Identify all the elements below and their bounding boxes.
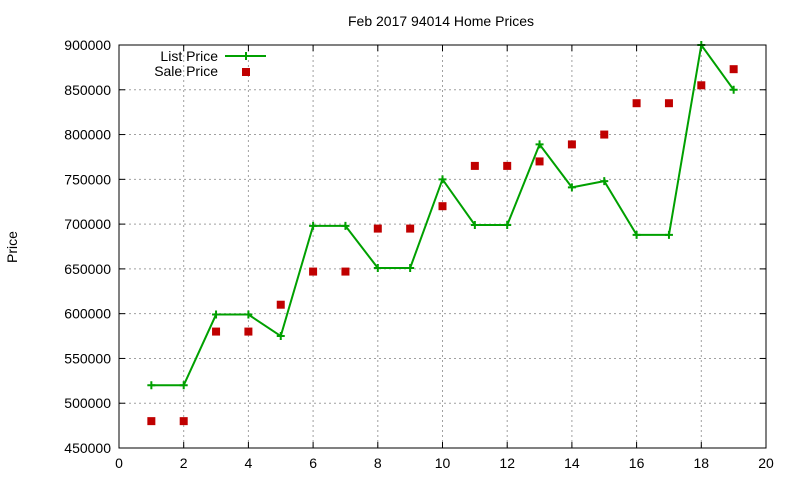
grid	[119, 45, 766, 448]
y-tick-label: 700000	[64, 216, 111, 232]
list-price-point	[664, 230, 673, 239]
x-tick-label: 4	[245, 455, 253, 471]
plot-frame	[118, 44, 767, 449]
sale-price-point	[341, 267, 350, 276]
sale-price-point	[697, 81, 706, 90]
sale-price-point	[406, 224, 415, 233]
y-tick-label: 800000	[64, 127, 111, 143]
y-axis-label: Price	[4, 231, 20, 263]
legend-marker-list-price	[242, 52, 250, 60]
sale-price-point	[503, 161, 512, 170]
x-tick-label: 14	[564, 455, 580, 471]
legend-label-list-price: List Price	[160, 48, 218, 64]
sale-price-point	[664, 99, 673, 108]
chart-title: Feb 2017 94014 Home Prices	[348, 13, 534, 29]
list-price-point	[147, 381, 156, 390]
legend: List Price Sale Price	[154, 48, 266, 79]
x-tick-label: 18	[694, 455, 710, 471]
list-price-point	[244, 310, 253, 319]
list-price-point	[276, 332, 285, 341]
sale-price-point	[179, 417, 188, 426]
x-tick-label: 16	[629, 455, 645, 471]
list-price-point	[729, 85, 738, 94]
x-tick-label: 6	[309, 455, 317, 471]
sale-price-point	[535, 157, 544, 166]
list-price-point	[212, 310, 221, 319]
list-price-point	[535, 140, 544, 149]
y-tick-label: 600000	[64, 306, 111, 322]
list-price-point	[309, 221, 318, 230]
list-price-point	[632, 230, 641, 239]
sale-price-point	[470, 161, 479, 170]
sale-price-point	[438, 202, 447, 211]
list-price-point	[341, 221, 350, 230]
list-price-point	[373, 263, 382, 272]
y-tick-label: 750000	[64, 171, 111, 187]
x-tick-label: 20	[758, 455, 774, 471]
list-price-point	[503, 221, 512, 230]
x-tick-label: 0	[115, 455, 123, 471]
list-price-point	[406, 263, 415, 272]
x-tick-label: 8	[374, 455, 382, 471]
legend-label-sale-price: Sale Price	[154, 63, 218, 79]
x-tick-label: 10	[435, 455, 451, 471]
sale-price-point	[567, 140, 576, 149]
sale-price-point	[373, 224, 382, 233]
sale-price-point	[632, 99, 641, 108]
x-tick-label: 2	[180, 455, 188, 471]
y-tick-label: 850000	[64, 82, 111, 98]
y-tick-label: 900000	[64, 37, 111, 53]
sale-price-point	[276, 300, 285, 309]
series	[147, 41, 738, 426]
sale-price-point	[147, 417, 156, 426]
sale-price-point	[309, 267, 318, 276]
list-price-point	[567, 183, 576, 192]
sale-price-point	[600, 130, 609, 139]
sale-price-point	[244, 327, 253, 336]
y-tick-label: 500000	[64, 395, 111, 411]
y-tick-label: 650000	[64, 261, 111, 277]
list-price-point	[600, 177, 609, 186]
list-price-point	[179, 381, 188, 390]
list-price-point	[438, 175, 447, 184]
legend-marker-sale-price	[242, 68, 250, 76]
sale-price-point	[729, 65, 738, 74]
ticks: 0 2 4 6 8 10 12 14 16 18 20 450000 500000 550000 60000…	[64, 37, 774, 471]
list-price-point	[470, 221, 479, 230]
x-tick-label: 12	[499, 455, 515, 471]
y-tick-label: 550000	[64, 350, 111, 366]
sale-price-point	[212, 327, 221, 336]
y-tick-label: 450000	[64, 440, 111, 456]
